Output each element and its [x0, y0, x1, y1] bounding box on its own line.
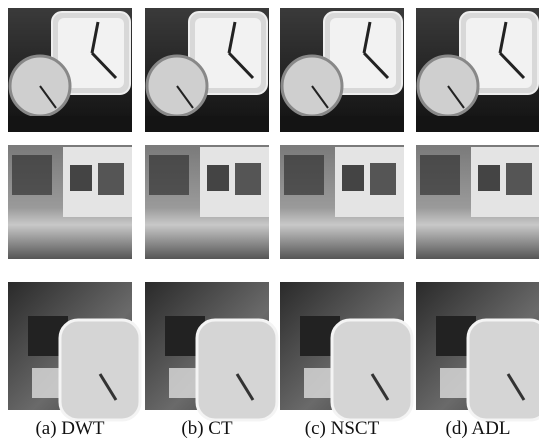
bars	[506, 163, 532, 195]
image-closeup	[280, 282, 412, 420]
image-clocks	[145, 8, 269, 132]
image-clocks	[8, 8, 132, 132]
pattern	[478, 165, 500, 191]
image-chart	[8, 145, 132, 259]
bars	[370, 163, 396, 195]
caption: (a) DWT	[35, 418, 104, 439]
shadow	[284, 155, 324, 195]
table	[416, 116, 539, 132]
image-clocks	[280, 8, 404, 132]
pattern	[70, 165, 92, 191]
figure: (a) DWT (b) CT (c) NSCT (d) ADL	[0, 0, 539, 441]
bars	[235, 163, 261, 195]
image-closeup	[416, 282, 539, 420]
table	[145, 116, 269, 132]
card	[32, 368, 62, 398]
card	[304, 368, 334, 398]
pattern	[207, 165, 229, 191]
image-clocks	[416, 8, 539, 132]
shadow	[12, 155, 52, 195]
caption: (b) CT	[181, 418, 233, 439]
card	[440, 368, 470, 398]
image-chart	[145, 145, 269, 259]
table	[280, 116, 404, 132]
image-closeup	[145, 282, 277, 420]
clock-body	[197, 320, 277, 420]
caption: (d) ADL	[446, 418, 511, 439]
image-chart	[416, 145, 539, 259]
shadow	[149, 155, 189, 195]
bars	[98, 163, 124, 195]
image-closeup	[8, 282, 140, 420]
caption: (c) NSCT	[305, 418, 380, 439]
image-chart	[280, 145, 404, 259]
page: (a) DWT(b) CT(c) NSCT(d) ADL (() => { co…	[0, 0, 539, 441]
clock-body	[332, 320, 412, 420]
table	[8, 116, 132, 132]
clock-body	[60, 320, 140, 420]
pattern	[342, 165, 364, 191]
card	[169, 368, 199, 398]
clock-body	[468, 320, 539, 420]
shadow	[420, 155, 460, 195]
